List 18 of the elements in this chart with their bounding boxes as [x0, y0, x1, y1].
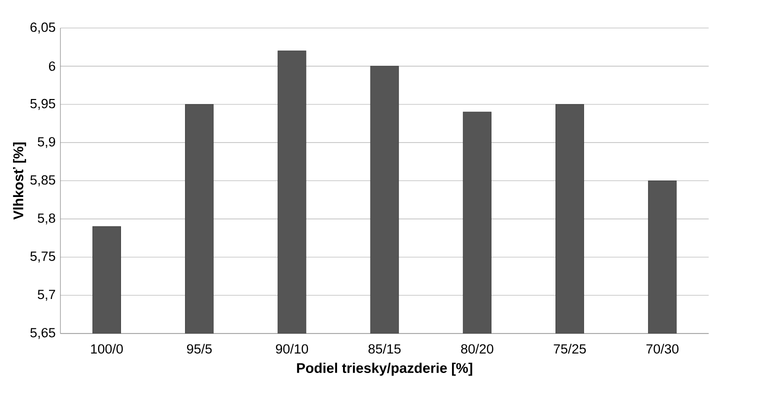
x-tick-label: 95/5: [187, 344, 212, 354]
x-tick-label: 85/15: [368, 344, 401, 354]
x-tick-label: 90/10: [276, 344, 308, 354]
x-tick-label: 80/20: [461, 344, 494, 354]
y-tick-label: 6: [48, 62, 56, 72]
y-tick-label: 5,9: [38, 137, 56, 148]
x-tick-label: 100/0: [91, 344, 123, 354]
y-tick-label: 5,75: [30, 252, 56, 263]
y-tick-label: 5,85: [30, 176, 56, 186]
y-tick-label: 5,95: [30, 99, 56, 110]
x-axis-title: Podiel triesky/pazderie [%]: [297, 362, 472, 376]
x-tick-label: 75/25: [554, 344, 586, 354]
y-axis-title: Vlhkosť [%]: [13, 142, 26, 220]
y-tick-label: 5,7: [38, 290, 56, 301]
y-tick-label: 5,65: [30, 328, 56, 340]
y-tick-label: 5,8: [38, 214, 56, 225]
x-tick-label: 70/30: [646, 344, 678, 354]
y-tick-label: 6,05: [30, 22, 56, 34]
